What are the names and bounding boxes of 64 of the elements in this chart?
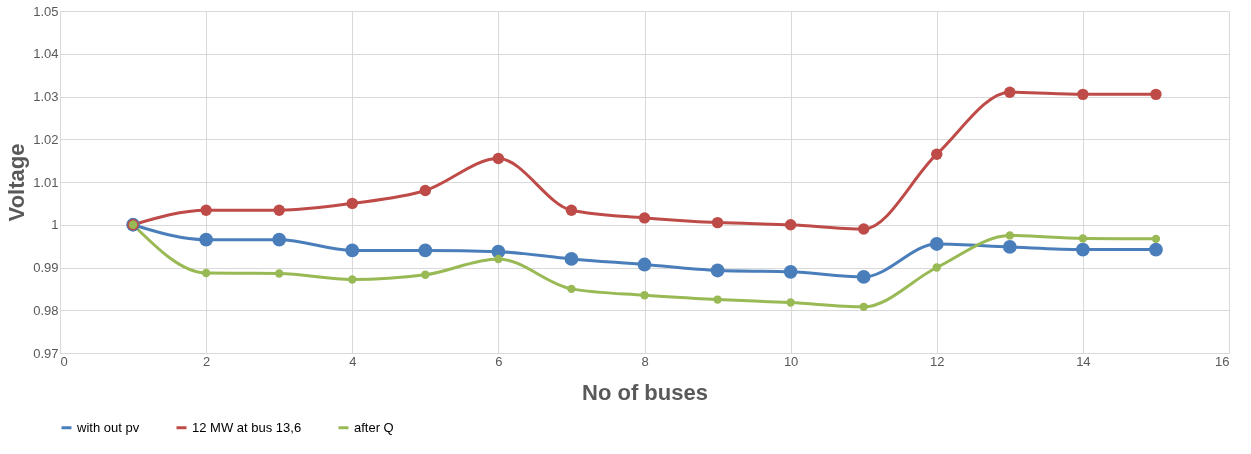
point — [199, 232, 214, 247]
point — [1078, 234, 1088, 243]
legend-label: after Q — [354, 419, 394, 435]
y-tick-label: 1.04 — [33, 46, 59, 62]
point — [786, 298, 795, 307]
point — [419, 184, 432, 197]
point — [931, 148, 943, 160]
point — [345, 243, 360, 258]
y-tick-label: 1.01 — [33, 174, 59, 190]
point — [567, 284, 576, 294]
legend-label: with out pv — [76, 419, 140, 435]
y-tick-label: 0.99 — [33, 260, 59, 275]
point — [783, 264, 798, 279]
y-tick-label: 1.02 — [33, 131, 59, 147]
point — [275, 269, 284, 278]
x-tick-label: 4 — [349, 353, 357, 369]
point — [713, 295, 722, 304]
point — [1005, 231, 1014, 240]
x-tick-label: 2 — [203, 353, 211, 369]
point — [418, 243, 433, 258]
point — [640, 291, 649, 300]
point — [272, 232, 287, 247]
point — [932, 263, 941, 272]
point — [856, 270, 871, 284]
y-axis-title: Voltage — [4, 143, 30, 222]
x-tick-label: 0 — [60, 353, 68, 369]
point — [346, 197, 358, 210]
y-tick-label: 1.05 — [33, 3, 59, 19]
point — [710, 263, 725, 278]
point — [421, 270, 430, 279]
point — [273, 204, 285, 216]
point — [857, 223, 870, 235]
point — [859, 302, 868, 311]
point — [348, 275, 357, 284]
point — [565, 204, 578, 216]
point — [1002, 240, 1017, 254]
point — [200, 204, 212, 216]
x-tick-label: 6 — [495, 353, 503, 369]
legend-label: 12 MW at bus 13,6 — [192, 419, 302, 435]
point — [1149, 242, 1163, 257]
x-tick-label: 8 — [641, 353, 649, 369]
point — [1075, 242, 1090, 257]
point — [711, 216, 724, 229]
x-tick-label: 10 — [783, 353, 799, 369]
point — [564, 252, 579, 266]
y-tick-label: 0.98 — [33, 302, 59, 318]
x-tick-label: 16 — [1215, 353, 1230, 369]
point — [784, 219, 797, 231]
point — [1077, 88, 1089, 101]
point — [637, 257, 652, 272]
x-tick-label: 14 — [1076, 353, 1091, 369]
y-tick-label: 1 — [51, 217, 59, 233]
point — [638, 212, 651, 224]
point — [494, 254, 503, 264]
point — [492, 152, 505, 165]
x-axis-title: No of buses — [582, 379, 708, 405]
point — [929, 237, 944, 251]
point — [201, 268, 211, 278]
y-tick-label: 0.97 — [33, 345, 59, 361]
y-tick-label: 1.03 — [33, 89, 59, 104]
point — [1151, 234, 1161, 244]
point — [1150, 88, 1162, 101]
point — [1004, 86, 1016, 98]
x-tick-label: 12 — [930, 353, 945, 369]
